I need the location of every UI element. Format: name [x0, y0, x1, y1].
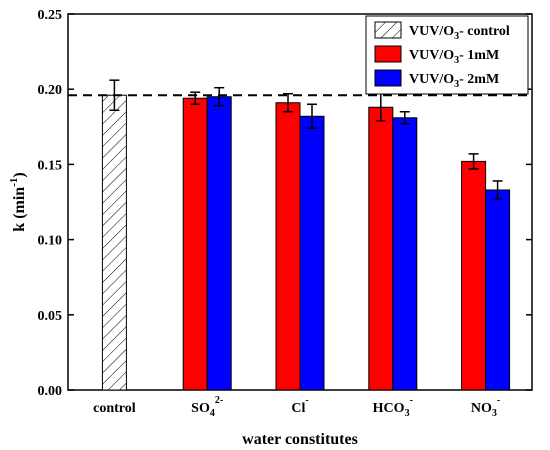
x-axis-title: water constitutes	[242, 431, 358, 448]
legend-swatch-0	[374, 21, 402, 39]
bar-2-2	[299, 115, 325, 391]
y-tick-label: 0.00	[38, 384, 63, 399]
category-name: HCO	[373, 401, 405, 416]
bar-4-2	[485, 189, 511, 391]
category-superscript: 2-	[215, 395, 223, 406]
legend-label-2: VUV/O3- 2mM	[409, 72, 499, 90]
category-name: NO	[471, 401, 492, 416]
x-category-label: HCO3-	[373, 395, 413, 419]
y-tick-label: 0.05	[38, 309, 63, 324]
bar-2-1	[275, 102, 301, 391]
y-axis-title-superscript: -1	[8, 178, 20, 187]
category-superscript: -	[497, 395, 500, 406]
legend-rest: - 1mM	[459, 48, 499, 63]
legend-rest: - control	[459, 24, 510, 39]
bar-4-1	[461, 160, 487, 391]
bar-0-0	[101, 94, 127, 391]
y-axis-title-main: k (min	[11, 187, 28, 232]
y-axis-title: k (min-1)	[8, 172, 28, 231]
y-axis-title-close: )	[11, 172, 28, 177]
bar-3-1	[368, 106, 394, 391]
x-category-label: control	[93, 401, 136, 416]
bar-1-2	[206, 96, 232, 391]
category-name: SO	[191, 401, 210, 416]
category-superscript: -	[305, 395, 308, 406]
x-category-label: SO42-	[191, 395, 223, 419]
legend-subscript: 3	[454, 55, 459, 66]
category-superscript: -	[410, 395, 413, 406]
category-subscript: 3	[405, 408, 410, 419]
y-tick-label: 0.15	[38, 158, 63, 173]
x-category-label: NO3-	[471, 395, 500, 419]
category-name: Cl	[291, 401, 305, 416]
legend-subscript: 3	[454, 31, 459, 42]
y-tick-label: 0.10	[38, 234, 63, 249]
legend-name: VUV/O	[409, 72, 454, 87]
category-subscript: 4	[210, 408, 215, 419]
legend-swatch-1	[374, 45, 402, 63]
bar-3-2	[392, 117, 418, 391]
y-tick-label: 0.25	[38, 8, 63, 23]
legend-name: VUV/O	[409, 24, 454, 39]
legend-label-0: VUV/O3- control	[409, 24, 510, 42]
category-subscript: 3	[492, 408, 497, 419]
category-name: control	[93, 401, 136, 416]
legend-swatch-2	[374, 69, 402, 87]
legend-subscript: 3	[454, 79, 459, 90]
bar-1-1	[182, 97, 208, 391]
legend-rest: - 2mM	[459, 72, 499, 87]
x-category-label: Cl-	[291, 395, 308, 416]
legend-name: VUV/O	[409, 48, 454, 63]
legend-label-1: VUV/O3- 1mM	[409, 48, 499, 66]
y-tick-label: 0.20	[38, 83, 63, 98]
